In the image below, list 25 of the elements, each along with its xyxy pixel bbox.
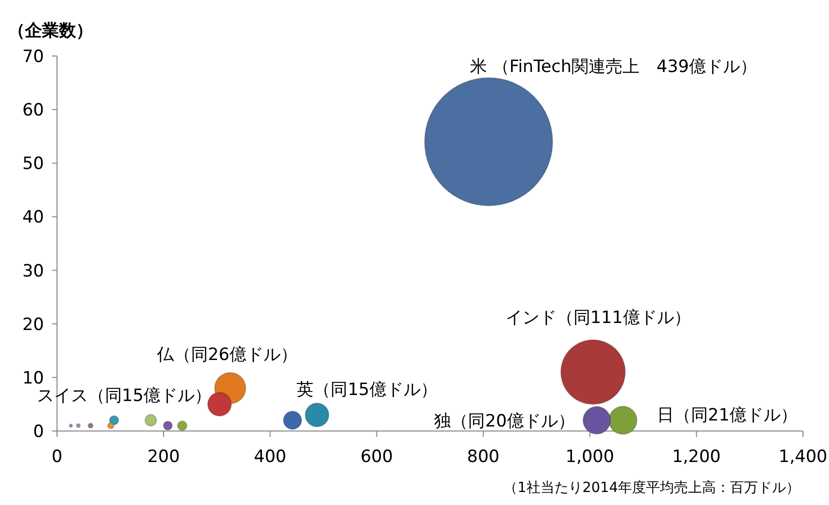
y-tick-label: 30: [22, 261, 44, 282]
x-tick-label: 200: [147, 447, 180, 467]
annotation: 日（同21億ドル）: [656, 405, 798, 426]
y-tick-label: 70: [22, 47, 44, 67]
annotation: 英（同15億ドル）: [296, 380, 438, 400]
y-tick-label: 10: [22, 368, 44, 388]
annotation: 仏（同26億ドル）: [156, 345, 298, 366]
x-tick-label: 800: [467, 447, 500, 467]
annotation: 米 （FinTech関連売上 439億ドル）: [470, 57, 757, 77]
y-tick-label: 60: [22, 100, 44, 121]
annotation: インド（同111億ドル）: [505, 308, 691, 328]
x-tick-label: 1,400: [778, 447, 828, 467]
x-tick-label: 1,000: [566, 447, 614, 467]
x-tick-label: 0: [52, 447, 62, 467]
y-axis-title: （企業数）: [8, 21, 93, 41]
x-tick-label: 600: [360, 447, 393, 467]
x-tick-label: 400: [254, 447, 286, 467]
x-tick-label: 1,200: [672, 447, 721, 467]
annotation: 独（同20億ドル）: [434, 411, 575, 432]
annotation: スイス（同15億ドル）: [36, 386, 212, 406]
x-axis-title: （1社当たり2014年度平均売上高：百万ドル）: [503, 480, 800, 496]
y-tick-label: 0: [33, 422, 44, 442]
y-tick-label: 20: [22, 314, 44, 335]
y-tick-label: 40: [22, 208, 44, 228]
y-tick-label: 50: [22, 154, 44, 174]
